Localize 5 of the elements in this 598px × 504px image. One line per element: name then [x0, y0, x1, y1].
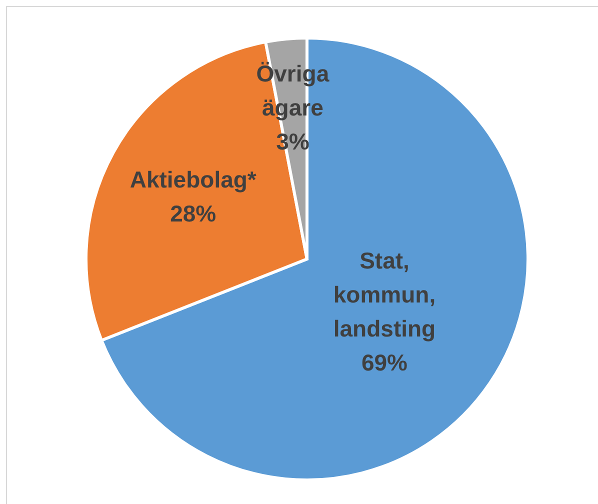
- data-label: 69%: [361, 350, 408, 376]
- slice-label: Övriga ägare: [256, 60, 330, 121]
- data-label: 28%: [170, 200, 216, 226]
- slice-label: Stat, kommun, landsting: [333, 248, 436, 342]
- slice-label: Aktiebolag*: [130, 166, 256, 192]
